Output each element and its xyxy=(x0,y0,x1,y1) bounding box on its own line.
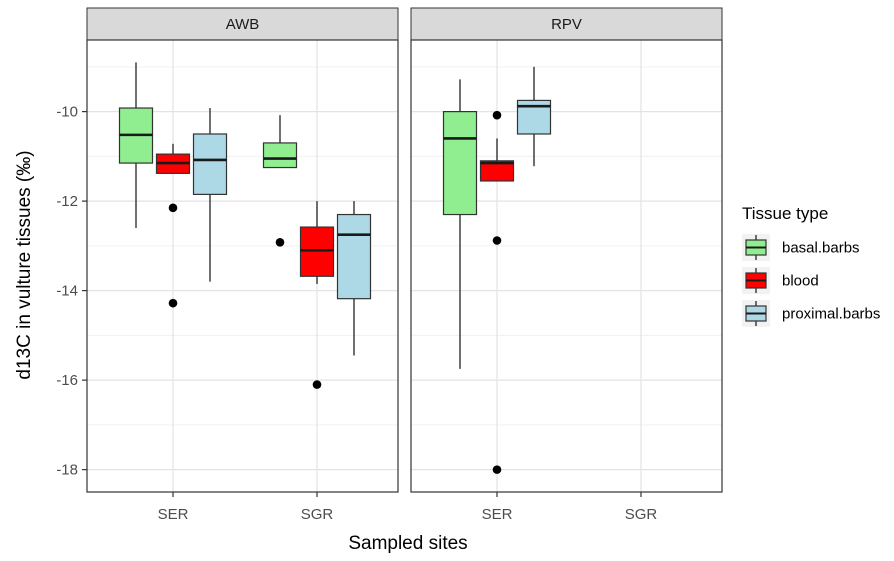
x-axis-title: Sampled sites xyxy=(348,533,467,554)
facet-strip xyxy=(410,7,723,41)
outlier-point xyxy=(168,298,178,308)
legend-item: blood xyxy=(742,267,819,294)
box-proximal.barbs xyxy=(192,108,228,282)
box-blood xyxy=(155,143,191,308)
box-blood xyxy=(479,110,515,474)
outlier-point xyxy=(492,110,502,120)
x-tick-label: SER xyxy=(158,506,189,523)
legend-item: proximal.barbs xyxy=(742,300,880,327)
legend-label: blood xyxy=(782,273,819,290)
facet-strip-label: AWB xyxy=(226,16,260,33)
facet-strip xyxy=(86,7,399,41)
legend-title: Tissue type xyxy=(742,204,828,223)
outlier-point xyxy=(168,203,178,213)
panel-border xyxy=(86,39,399,493)
facet-panel: RPV SER SGR xyxy=(410,7,723,523)
box-body xyxy=(262,142,298,169)
box-body xyxy=(442,111,478,216)
box-proximal.barbs xyxy=(516,66,552,167)
box-blood xyxy=(299,201,335,389)
y-tick-label: -16 xyxy=(56,372,78,389)
y-tick-label: -18 xyxy=(56,462,78,479)
x-tick-label: SGR xyxy=(301,506,334,523)
panel-background xyxy=(411,40,722,492)
y-tick-label: -14 xyxy=(56,283,78,300)
box-body xyxy=(192,133,228,195)
y-tick-label: -10 xyxy=(56,104,78,121)
box-basal.barbs xyxy=(118,62,154,228)
box-body xyxy=(299,226,335,277)
box-body xyxy=(336,213,372,300)
outlier-point xyxy=(312,380,322,389)
box-proximal.barbs xyxy=(336,201,372,356)
legend: Tissue type basal.barbs blood proximal.bar… xyxy=(742,204,880,327)
y-axis-title: d13C in vulture tissues (‰) xyxy=(14,150,35,379)
legend-label: proximal.barbs xyxy=(782,306,880,323)
facet-panel: AWB SER SGR -10 -12 -14 -16 -18 xyxy=(56,7,399,523)
facet-strip-label: RPV xyxy=(551,16,582,33)
box-basal.barbs xyxy=(442,79,478,369)
x-tick-label: SGR xyxy=(625,506,658,523)
box-body xyxy=(479,160,515,182)
y-tick-label: -12 xyxy=(56,193,78,210)
x-tick-label: SER xyxy=(482,506,513,523)
outlier-point xyxy=(492,236,502,245)
panel-border xyxy=(410,39,723,493)
facet-panels: AWB SER SGR -10 -12 -14 -16 -18 RPV SER SGR xyxy=(56,7,723,523)
legend-label: basal.barbs xyxy=(782,240,860,257)
legend-item: basal.barbs xyxy=(742,234,860,261)
box-basal.barbs xyxy=(262,115,298,247)
outlier-point xyxy=(275,237,285,247)
outlier-point xyxy=(492,465,502,474)
